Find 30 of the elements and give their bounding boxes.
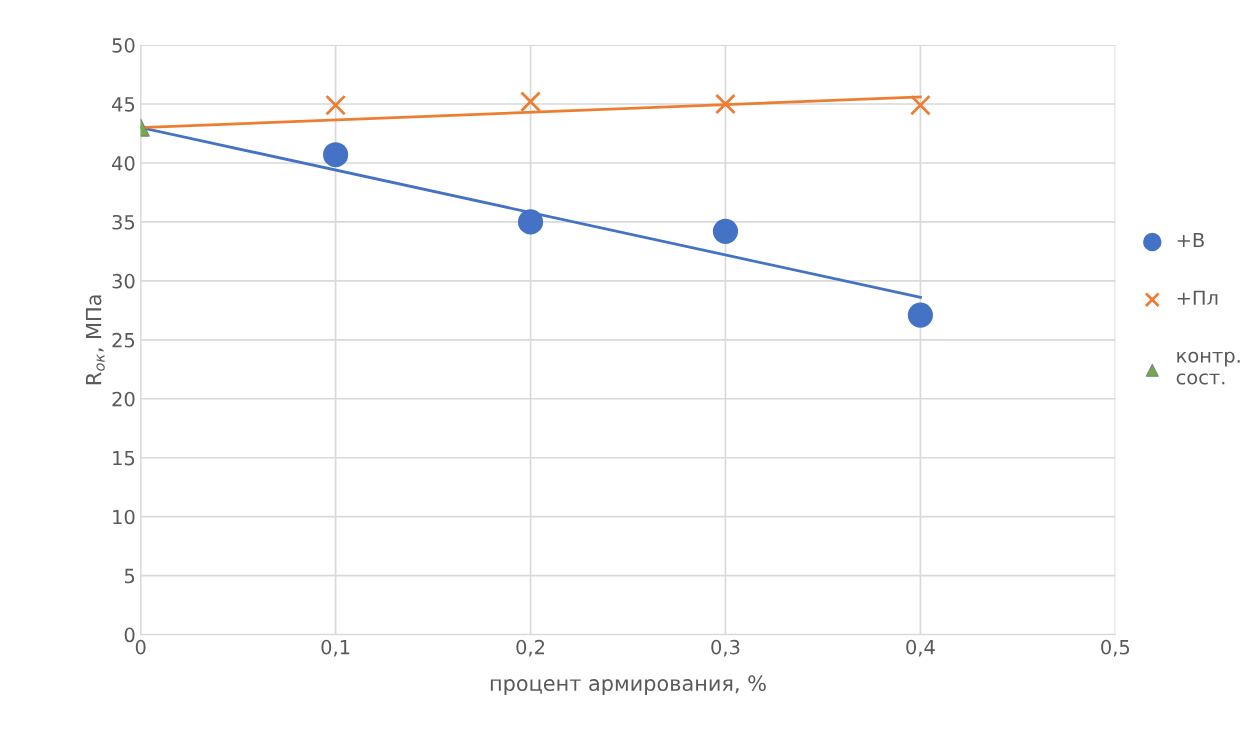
point <box>907 302 933 328</box>
point <box>712 218 739 244</box>
x-tick-label: 0 <box>135 639 146 655</box>
x-tick-label: 0,5 <box>1101 639 1130 657</box>
point <box>517 209 544 235</box>
point <box>323 142 349 168</box>
y-tick-label: 45 <box>112 97 135 112</box>
y-tick-label: 25 <box>112 332 135 348</box>
y-tick-label: 0 <box>124 627 135 643</box>
y-tick-label: 15 <box>113 450 135 466</box>
x-axis-title: процент армирования, % <box>490 675 766 696</box>
legend-label: контр. сост. <box>1176 351 1240 385</box>
y-tick-label: 35 <box>112 214 135 230</box>
y-tick-label: 10 <box>113 509 135 525</box>
x-tick-label: 0,1 <box>321 639 350 657</box>
y-tick-label: 30 <box>112 273 135 289</box>
y-tick-label: 5 <box>124 568 135 584</box>
y-tick-label: 40 <box>112 155 135 171</box>
y-axis-title: R$_{ок}$, МПа <box>85 295 105 385</box>
y-tick-label: 20 <box>112 391 135 407</box>
x-tick-label: 0,2 <box>516 639 545 657</box>
x-tick-label: 0,3 <box>711 639 740 657</box>
point <box>715 93 736 115</box>
point <box>909 94 931 116</box>
point <box>520 91 541 113</box>
point <box>325 94 347 116</box>
x-tick-label: 0,4 <box>906 639 935 657</box>
legend-label: +В <box>1177 232 1204 248</box>
y-tick-label: 50 <box>112 38 135 53</box>
legend-label: +Пл <box>1177 290 1218 305</box>
